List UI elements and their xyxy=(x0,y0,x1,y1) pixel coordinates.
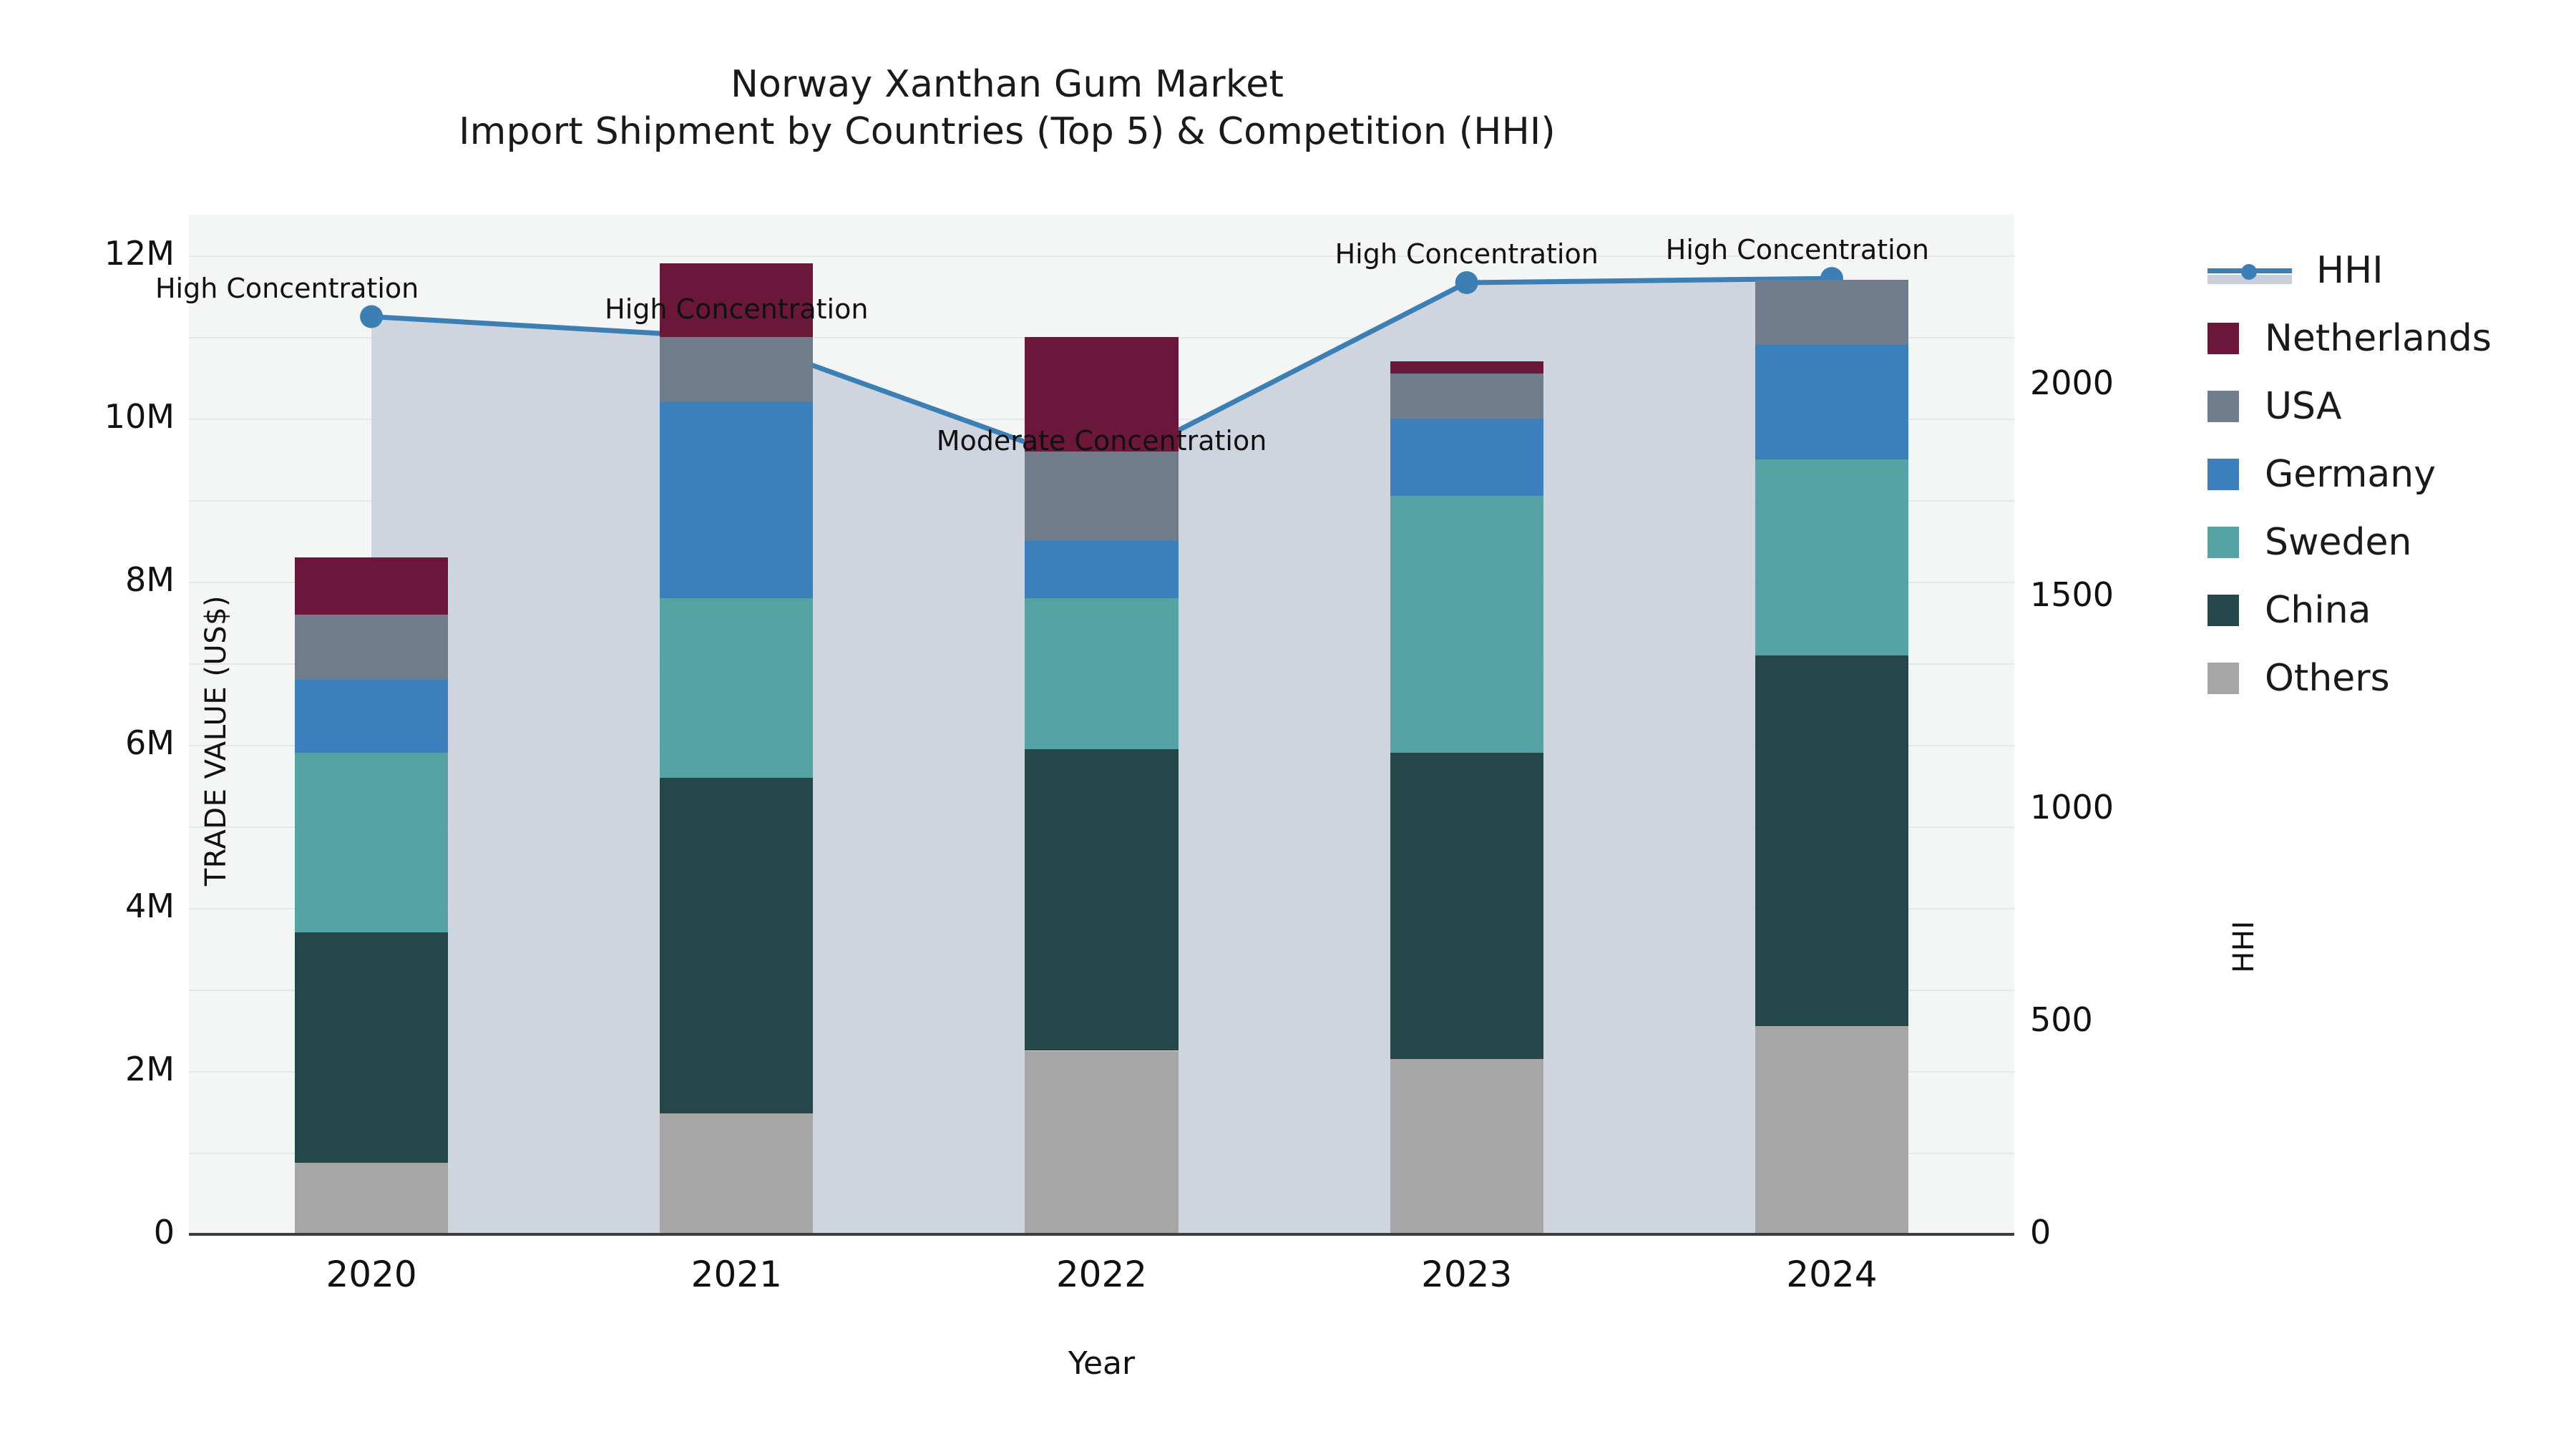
legend-item-hhi[interactable]: HHI xyxy=(2207,236,2576,304)
legend-label: Netherlands xyxy=(2265,316,2492,360)
bar-segment-sweden[interactable] xyxy=(294,753,449,933)
y-tick-right: 1500 xyxy=(2030,575,2114,615)
bar-segment-china[interactable] xyxy=(1025,748,1179,1051)
y-tick-left: 2M xyxy=(125,1050,175,1088)
legend-swatch-icon xyxy=(2207,662,2239,694)
bar-segment-usa[interactable] xyxy=(1025,451,1179,541)
bar-segment-sweden[interactable] xyxy=(1390,496,1543,753)
y-tick-right: 2000 xyxy=(2030,363,2114,402)
legend-swatch-icon xyxy=(2207,526,2239,558)
gridline xyxy=(189,255,2014,257)
hhi-annotation: Moderate Concentration xyxy=(936,425,1267,457)
hhi-annotation: High Concentration xyxy=(155,272,419,304)
bar-segment-usa[interactable] xyxy=(660,337,814,403)
bar-segment-germany[interactable] xyxy=(1755,345,1909,459)
bar-segment-netherlands[interactable] xyxy=(1390,361,1543,374)
bar-segment-germany[interactable] xyxy=(1390,419,1543,497)
bar-segment-china[interactable] xyxy=(294,932,449,1163)
hhi-annotation: High Concentration xyxy=(605,293,869,326)
y-axis-right-label: HHI xyxy=(2228,920,2260,973)
bar-segment-sweden[interactable] xyxy=(1755,459,1909,655)
x-tick-2022: 2022 xyxy=(1055,1254,1148,1295)
bar-segment-china[interactable] xyxy=(1755,655,1909,1027)
bar-segment-china[interactable] xyxy=(660,777,814,1114)
legend-item-china[interactable]: China xyxy=(2207,576,2576,644)
legend-line-marker-icon xyxy=(2207,255,2292,286)
bar-segment-germany[interactable] xyxy=(294,679,449,753)
x-tick-2023: 2023 xyxy=(1421,1254,1513,1295)
legend-label: Sweden xyxy=(2265,520,2412,564)
x-tick-2024: 2024 xyxy=(1786,1254,1878,1295)
y-tick-left: 8M xyxy=(125,560,175,599)
bar-segment-germany[interactable] xyxy=(660,402,814,598)
hhi-marker[interactable] xyxy=(1455,271,1478,294)
hhi-annotation: High Concentration xyxy=(1665,234,1930,266)
x-axis-line xyxy=(189,1233,2014,1236)
chart-title-line1: Norway Xanthan Gum Market xyxy=(730,63,1284,106)
bar-segment-china[interactable] xyxy=(1390,753,1543,1059)
legend-label: Others xyxy=(2265,656,2390,700)
bar-segment-germany[interactable] xyxy=(1025,541,1179,598)
legend-item-germany[interactable]: Germany xyxy=(2207,440,2576,508)
legend-swatch-icon xyxy=(2207,322,2239,354)
hhi-marker[interactable] xyxy=(360,305,384,328)
bar-segment-sweden[interactable] xyxy=(1025,597,1179,749)
bar-segment-others[interactable] xyxy=(660,1113,814,1234)
bar-segment-others[interactable] xyxy=(1755,1026,1909,1234)
bar-segment-usa[interactable] xyxy=(1755,280,1909,346)
bar-segment-others[interactable] xyxy=(294,1162,449,1234)
hhi-annotation: High Concentration xyxy=(1335,238,1599,270)
legend-label: China xyxy=(2265,588,2371,632)
x-tick-2021: 2021 xyxy=(691,1254,782,1295)
bar-segment-others[interactable] xyxy=(1390,1058,1543,1234)
legend-label: Germany xyxy=(2265,452,2436,496)
y-tick-left: 12M xyxy=(104,234,175,273)
legend-swatch-icon xyxy=(2207,390,2239,422)
y-tick-right: 0 xyxy=(2030,1213,2051,1252)
legend-item-usa[interactable]: USA xyxy=(2207,372,2576,440)
bar-segment-usa[interactable] xyxy=(1390,374,1543,419)
legend-item-others[interactable]: Others xyxy=(2207,644,2576,712)
bar-segment-netherlands[interactable] xyxy=(294,557,449,615)
legend-label: HHI xyxy=(2316,248,2384,292)
y-tick-left: 6M xyxy=(125,723,175,762)
y-tick-right: 500 xyxy=(2030,1000,2093,1040)
x-tick-2020: 2020 xyxy=(326,1254,417,1295)
y-tick-right: 1000 xyxy=(2030,788,2114,827)
legend-swatch-icon xyxy=(2207,458,2239,490)
legend: HHI Netherlands USA Germany Sweden China Other… xyxy=(2207,236,2576,712)
plot-area: High Concentration High Concentration Mode… xyxy=(155,215,2014,1235)
chart-title: Norway Xanthan Gum Market Import Shipmen… xyxy=(0,62,2014,155)
chart-title-line2: Import Shipment by Countries (Top 5) & C… xyxy=(459,109,1556,153)
legend-label: USA xyxy=(2265,384,2342,428)
y-tick-left: 4M xyxy=(125,887,175,925)
y-tick-left: 0 xyxy=(153,1213,175,1252)
legend-item-netherlands[interactable]: Netherlands xyxy=(2207,304,2576,372)
bar-segment-netherlands[interactable] xyxy=(1025,337,1179,452)
bar-segment-usa[interactable] xyxy=(294,614,449,680)
bar-segment-netherlands[interactable] xyxy=(660,263,814,337)
legend-item-sweden[interactable]: Sweden xyxy=(2207,508,2576,576)
bar-segment-others[interactable] xyxy=(1025,1050,1179,1234)
bar-segment-sweden[interactable] xyxy=(660,597,814,778)
y-tick-left: 10M xyxy=(104,397,175,436)
legend-swatch-icon xyxy=(2207,594,2239,626)
x-axis-label: Year xyxy=(1068,1345,1136,1382)
